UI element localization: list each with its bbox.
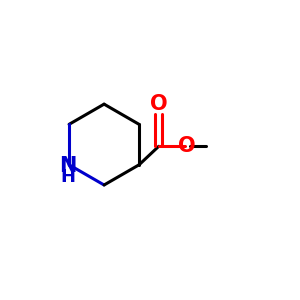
Text: O: O bbox=[178, 136, 195, 156]
Text: N: N bbox=[59, 156, 76, 176]
Text: O: O bbox=[150, 94, 167, 114]
Text: H: H bbox=[60, 169, 75, 187]
